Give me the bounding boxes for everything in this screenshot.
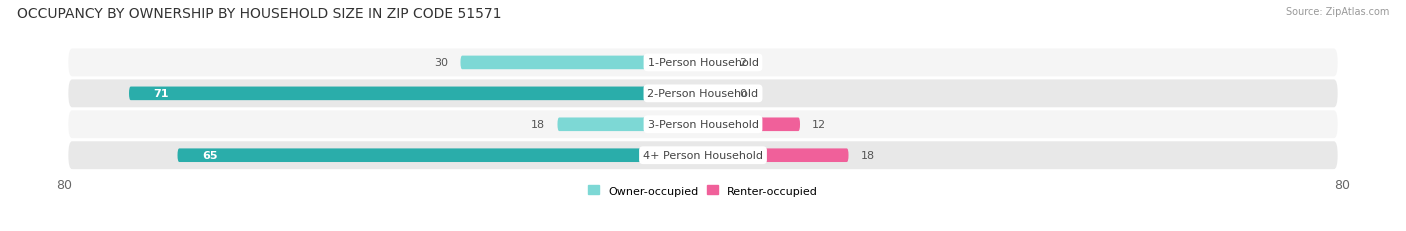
FancyBboxPatch shape xyxy=(69,80,1337,108)
FancyBboxPatch shape xyxy=(177,149,703,162)
Text: 1-Person Household: 1-Person Household xyxy=(648,58,758,68)
Text: 65: 65 xyxy=(202,151,218,161)
Legend: Owner-occupied, Renter-occupied: Owner-occupied, Renter-occupied xyxy=(588,185,818,196)
FancyBboxPatch shape xyxy=(69,111,1337,139)
Text: 4+ Person Household: 4+ Person Household xyxy=(643,151,763,161)
Text: 2: 2 xyxy=(740,58,747,68)
Text: 12: 12 xyxy=(813,120,827,130)
FancyBboxPatch shape xyxy=(129,87,703,101)
Text: 0: 0 xyxy=(740,89,747,99)
Text: 2-Person Household: 2-Person Household xyxy=(647,89,759,99)
Text: 71: 71 xyxy=(153,89,169,99)
Text: 80: 80 xyxy=(56,178,72,191)
FancyBboxPatch shape xyxy=(703,87,727,101)
FancyBboxPatch shape xyxy=(461,56,703,70)
Text: 3-Person Household: 3-Person Household xyxy=(648,120,758,130)
FancyBboxPatch shape xyxy=(558,118,703,131)
FancyBboxPatch shape xyxy=(69,142,1337,169)
Text: 80: 80 xyxy=(1334,178,1350,191)
FancyBboxPatch shape xyxy=(703,149,849,162)
Text: 18: 18 xyxy=(531,120,546,130)
FancyBboxPatch shape xyxy=(703,118,800,131)
Text: 30: 30 xyxy=(434,58,449,68)
Text: Source: ZipAtlas.com: Source: ZipAtlas.com xyxy=(1285,7,1389,17)
FancyBboxPatch shape xyxy=(703,56,720,70)
FancyBboxPatch shape xyxy=(69,49,1337,77)
Text: 18: 18 xyxy=(860,151,875,161)
Text: OCCUPANCY BY OWNERSHIP BY HOUSEHOLD SIZE IN ZIP CODE 51571: OCCUPANCY BY OWNERSHIP BY HOUSEHOLD SIZE… xyxy=(17,7,502,21)
